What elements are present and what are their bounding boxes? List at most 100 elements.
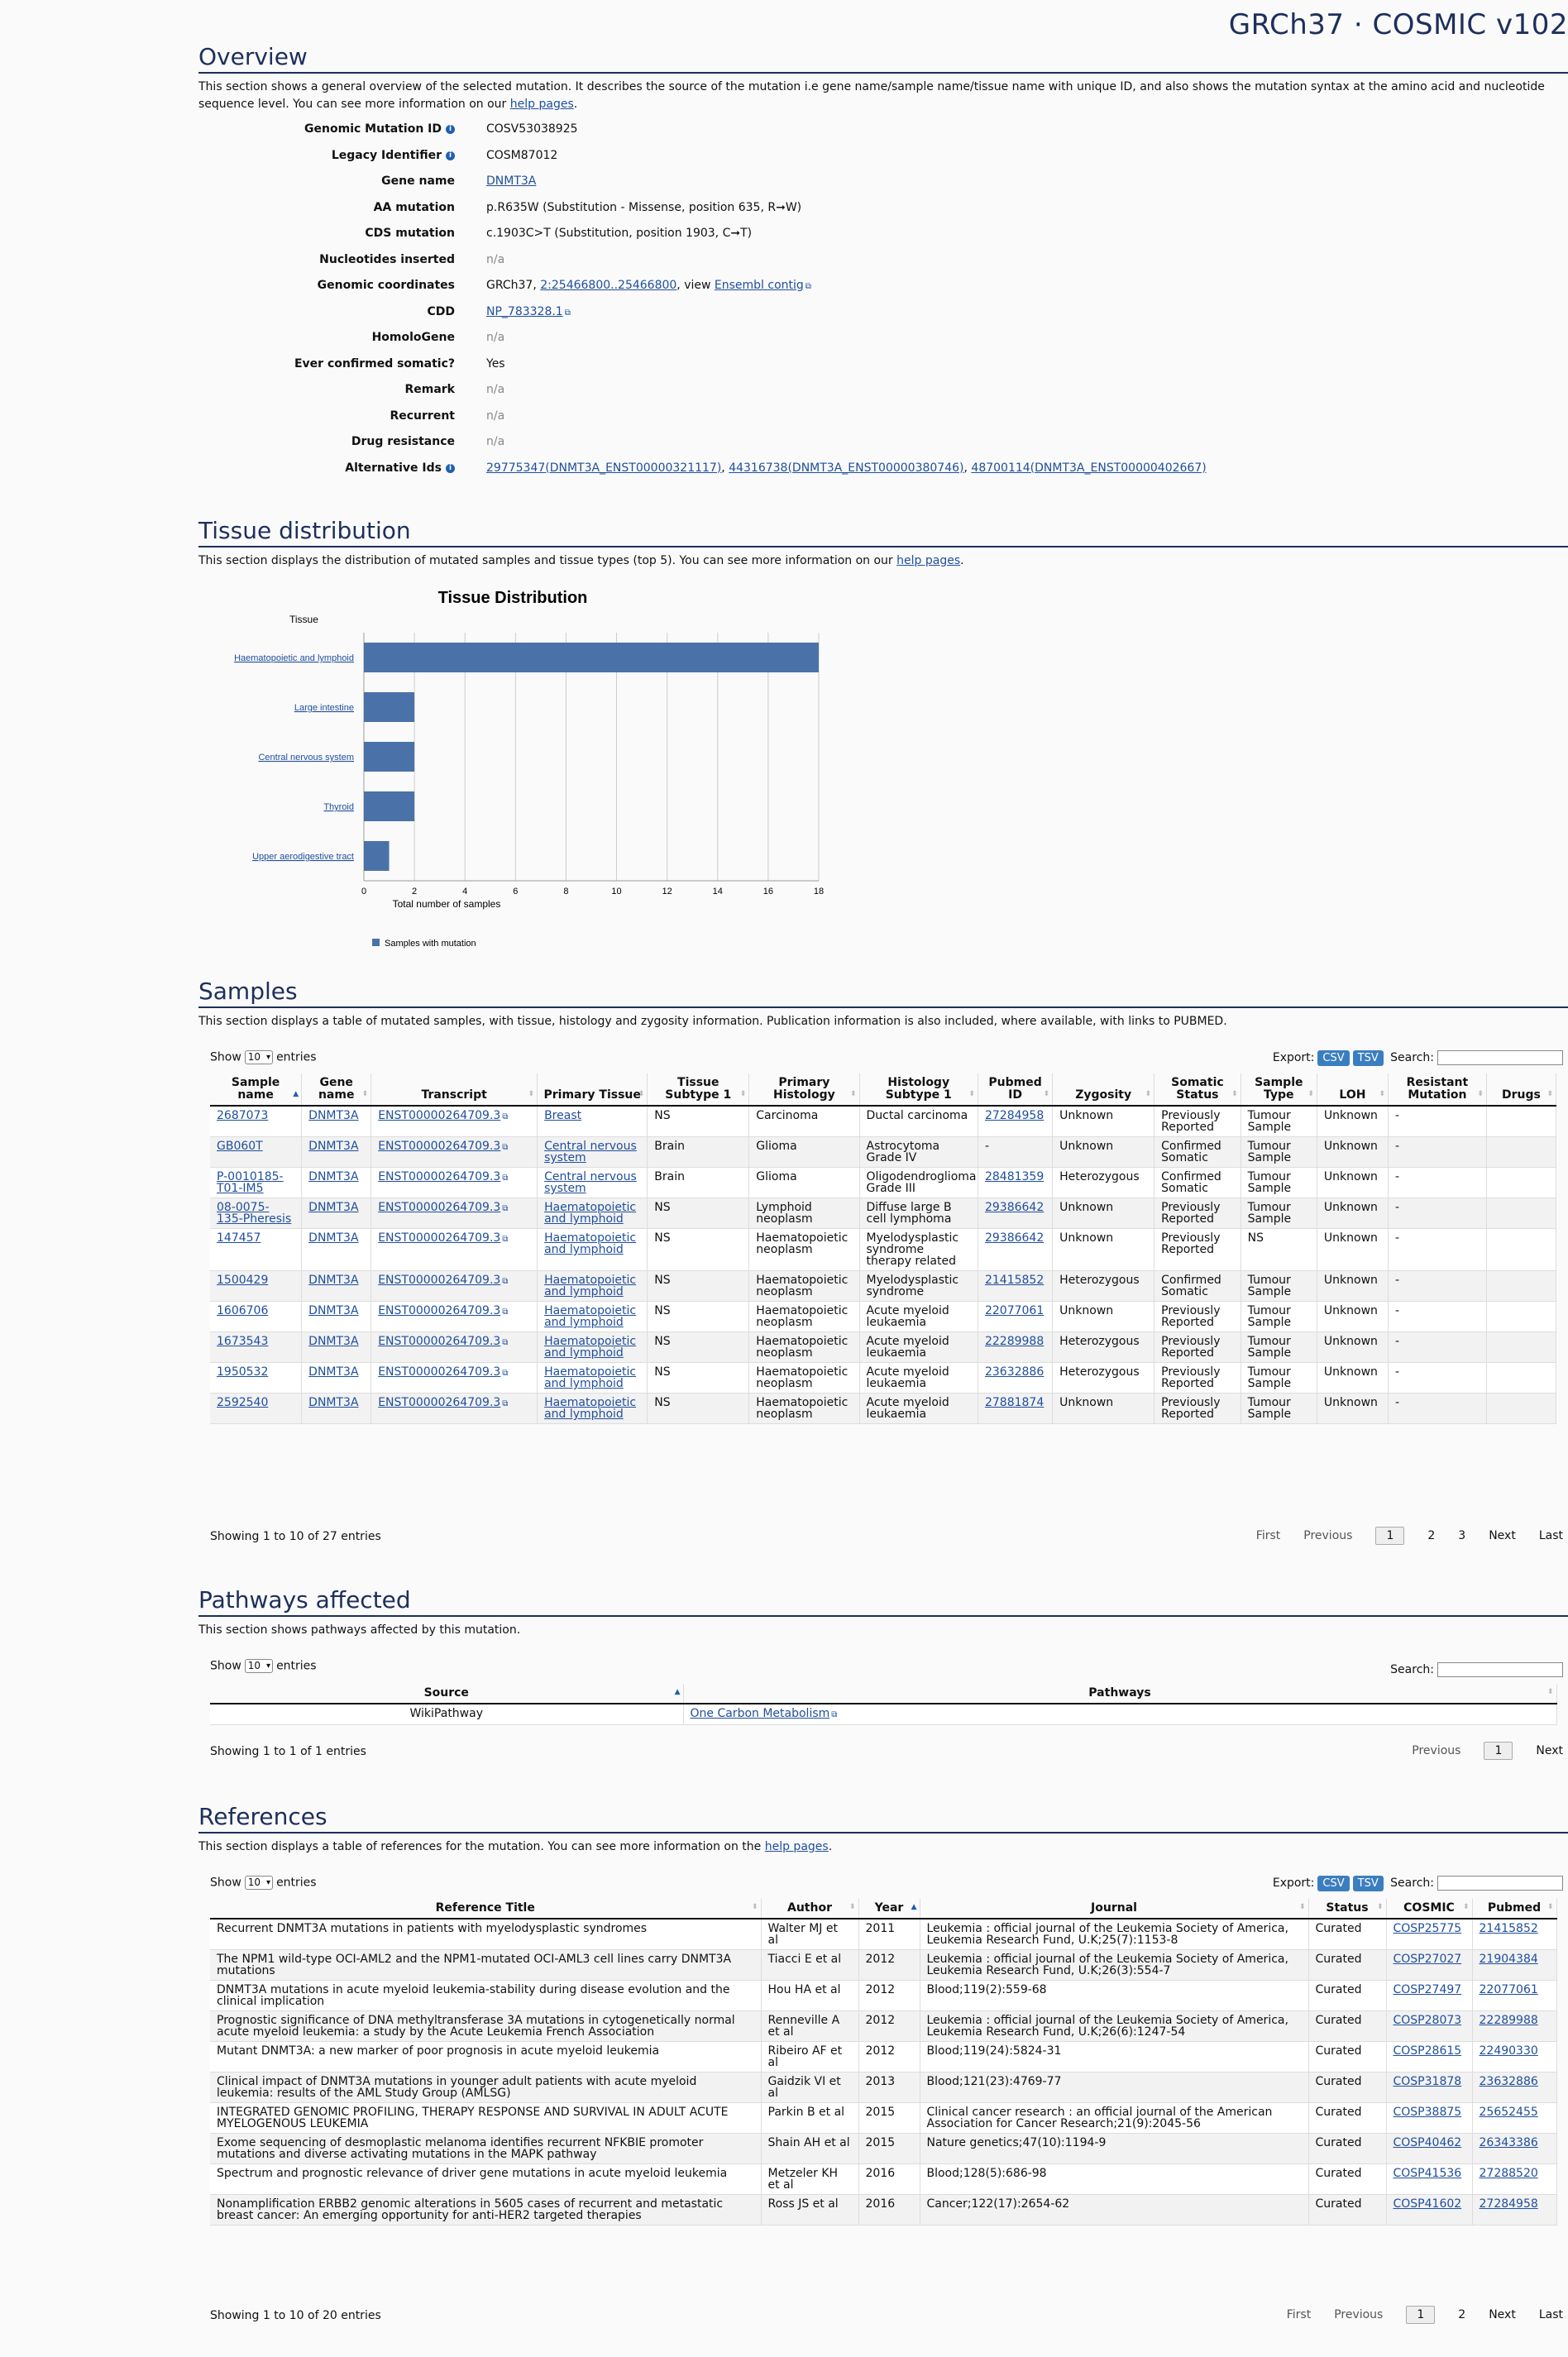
cell-link[interactable]: ENST00000264709.3 bbox=[378, 1201, 501, 1214]
cell-link[interactable]: COSP41602 bbox=[1393, 2197, 1462, 2211]
cell-link[interactable]: COSP27027 bbox=[1393, 1953, 1462, 1966]
column-header[interactable]: Reference Title ⬍ bbox=[210, 1899, 762, 1920]
cell-link[interactable]: ENST00000264709.3 bbox=[378, 1170, 501, 1183]
pathways-search-input[interactable] bbox=[1437, 1662, 1563, 1677]
cell-link[interactable]: 29386642 bbox=[984, 1201, 1045, 1214]
cell-link[interactable]: 26343386 bbox=[1479, 2136, 1538, 2149]
cell-link[interactable]: 22490330 bbox=[1479, 2044, 1538, 2058]
cell-link[interactable]: 27288520 bbox=[1479, 2167, 1538, 2180]
cell-link[interactable]: 21415852 bbox=[1479, 1922, 1538, 1935]
samples-tsv-button[interactable]: TSV bbox=[1352, 1050, 1384, 1066]
pager-previous-button[interactable]: Previous bbox=[1334, 2308, 1384, 2321]
cell-link[interactable]: DNMT3A bbox=[308, 1109, 359, 1122]
cell-link[interactable]: ENST00000264709.3 bbox=[378, 1109, 501, 1122]
alternative-id-link[interactable]: 48700114(DNMT3A_ENST00000402667) bbox=[971, 461, 1207, 475]
cell-link[interactable]: Haematopoietic and lymphoid bbox=[544, 1365, 637, 1390]
references-help-link[interactable]: help pages bbox=[764, 1840, 829, 1853]
cell-link[interactable]: GB060T bbox=[217, 1140, 263, 1153]
column-header[interactable]: Source ▲ bbox=[210, 1684, 684, 1704]
category-label[interactable]: Upper aerodigestive tract bbox=[252, 852, 354, 862]
cell-link[interactable]: 27284958 bbox=[984, 1109, 1045, 1122]
cell-link[interactable]: 22077061 bbox=[984, 1304, 1045, 1317]
cell-link[interactable]: DNMT3A bbox=[308, 1335, 359, 1348]
category-label[interactable]: Large intestine bbox=[294, 703, 354, 713]
site-brand[interactable]: GRCh37 · COSMIC v102 bbox=[1228, 8, 1568, 41]
help-pages-link[interactable]: help pages bbox=[509, 98, 574, 111]
column-header[interactable]: Pathways ⬍ bbox=[683, 1684, 1557, 1704]
bar-haematopoietic-and-lymphoid[interactable] bbox=[364, 643, 819, 672]
cell-link[interactable]: 21415852 bbox=[984, 1274, 1045, 1287]
pager-first-button[interactable]: First bbox=[1286, 2308, 1312, 2321]
cell-link[interactable]: COSP25775 bbox=[1393, 1922, 1462, 1935]
cell-link[interactable]: 27881874 bbox=[984, 1396, 1045, 1409]
cell-link[interactable]: DNMT3A bbox=[308, 1365, 359, 1379]
pager-page-button[interactable]: 2 bbox=[1458, 2308, 1466, 2321]
bar-large-intestine[interactable] bbox=[364, 692, 415, 722]
column-header[interactable]: Transcript ⬍ bbox=[370, 1073, 538, 1107]
pager-next-button[interactable]: Next bbox=[1489, 1529, 1516, 1542]
cell-link[interactable]: 27284958 bbox=[1479, 2197, 1538, 2211]
ensembl-contig-link[interactable]: Ensembl contig bbox=[714, 279, 804, 292]
cell-link[interactable]: Haematopoietic and lymphoid bbox=[544, 1274, 637, 1298]
column-header[interactable]: COSMIC ⬍ bbox=[1386, 1899, 1473, 1920]
pager-last-button[interactable]: Last bbox=[1538, 1529, 1563, 1542]
column-header[interactable]: Resistant Mutation ⬍ bbox=[1388, 1073, 1487, 1107]
cell-link[interactable]: 1950532 bbox=[217, 1365, 269, 1379]
cell-link[interactable]: COSP28073 bbox=[1393, 2014, 1462, 2027]
cell-link[interactable]: 08-0075-135-Pheresis bbox=[217, 1201, 292, 1226]
tissue-help-link[interactable]: help pages bbox=[896, 554, 961, 567]
pager-page-button[interactable]: 2 bbox=[1427, 1529, 1436, 1542]
column-header[interactable]: Year ▲ bbox=[858, 1899, 920, 1920]
column-header[interactable]: Zygosity ⬍ bbox=[1052, 1073, 1155, 1107]
cell-link[interactable]: Central nervous system bbox=[544, 1140, 637, 1164]
cell-link[interactable]: One Carbon Metabolism bbox=[690, 1707, 830, 1720]
cell-link[interactable]: 22289988 bbox=[984, 1335, 1045, 1348]
cell-link[interactable]: COSP28615 bbox=[1393, 2044, 1462, 2058]
cell-link[interactable]: 28481359 bbox=[984, 1170, 1045, 1183]
cell-link[interactable]: P-0010185-T01-IM5 bbox=[217, 1170, 284, 1195]
column-header[interactable]: Somatic Status ⬍ bbox=[1154, 1073, 1241, 1107]
cell-link[interactable]: DNMT3A bbox=[308, 1231, 359, 1245]
info-icon[interactable]: i bbox=[446, 151, 455, 160]
cell-link[interactable]: 23632886 bbox=[1479, 2075, 1538, 2088]
cell-link[interactable]: ENST00000264709.3 bbox=[378, 1304, 501, 1317]
cell-link[interactable]: DNMT3A bbox=[308, 1396, 359, 1409]
cell-link[interactable]: Haematopoietic and lymphoid bbox=[544, 1231, 637, 1256]
column-header[interactable]: Gene name ⬍ bbox=[301, 1073, 372, 1107]
cell-link[interactable]: COSP31878 bbox=[1393, 2075, 1462, 2088]
cell-link[interactable]: 1500429 bbox=[217, 1274, 269, 1287]
pager-page-button[interactable]: 3 bbox=[1458, 1529, 1466, 1542]
cell-link[interactable]: 25652455 bbox=[1479, 2106, 1538, 2119]
info-icon[interactable]: i bbox=[446, 125, 455, 134]
category-label[interactable]: Haematopoietic and lymphoid bbox=[234, 653, 354, 663]
cell-link[interactable]: 21904384 bbox=[1479, 1953, 1538, 1966]
column-header[interactable]: Histology Subtype 1 ⬍ bbox=[859, 1073, 978, 1107]
pager-next-button[interactable]: Next bbox=[1536, 1744, 1563, 1757]
samples-page-size-select[interactable]: 10 bbox=[244, 1050, 274, 1064]
cell-link[interactable]: DNMT3A bbox=[308, 1140, 359, 1153]
cell-link[interactable]: DNMT3A bbox=[308, 1304, 359, 1317]
cell-link[interactable]: 2592540 bbox=[217, 1396, 269, 1409]
cell-link[interactable]: ENST00000264709.3 bbox=[378, 1396, 501, 1409]
category-label[interactable]: Thyroid bbox=[323, 802, 354, 812]
cell-link[interactable]: COSP41536 bbox=[1393, 2167, 1462, 2180]
cell-link[interactable]: Haematopoietic and lymphoid bbox=[544, 1201, 637, 1226]
alternative-id-link[interactable]: 29775347(DNMT3A_ENST00000321117) bbox=[486, 461, 722, 475]
column-header[interactable]: Journal ⬍ bbox=[920, 1899, 1309, 1920]
pager-previous-button[interactable]: Previous bbox=[1303, 1529, 1353, 1542]
cell-link[interactable]: Haematopoietic and lymphoid bbox=[544, 1396, 637, 1421]
pager-page-button[interactable]: 1 bbox=[1406, 2306, 1436, 2324]
column-header[interactable]: Author ⬍ bbox=[761, 1899, 859, 1920]
cell-link[interactable]: 2687073 bbox=[217, 1109, 269, 1122]
cdd-link[interactable]: NP_783328.1 bbox=[486, 304, 563, 318]
category-label[interactable]: Central nervous system bbox=[258, 753, 354, 763]
cell-link[interactable]: Haematopoietic and lymphoid bbox=[544, 1304, 637, 1329]
cell-link[interactable]: 29386642 bbox=[984, 1231, 1045, 1245]
cell-link[interactable]: Central nervous system bbox=[544, 1170, 637, 1195]
column-header[interactable]: Primary Histology ⬍ bbox=[748, 1073, 860, 1107]
cell-link[interactable]: 22289988 bbox=[1479, 2014, 1538, 2027]
cell-link[interactable]: 23632886 bbox=[984, 1365, 1045, 1379]
cell-link[interactable]: 147457 bbox=[217, 1231, 261, 1245]
cell-link[interactable]: ENST00000264709.3 bbox=[378, 1335, 501, 1348]
cell-link[interactable]: ENST00000264709.3 bbox=[378, 1231, 501, 1245]
